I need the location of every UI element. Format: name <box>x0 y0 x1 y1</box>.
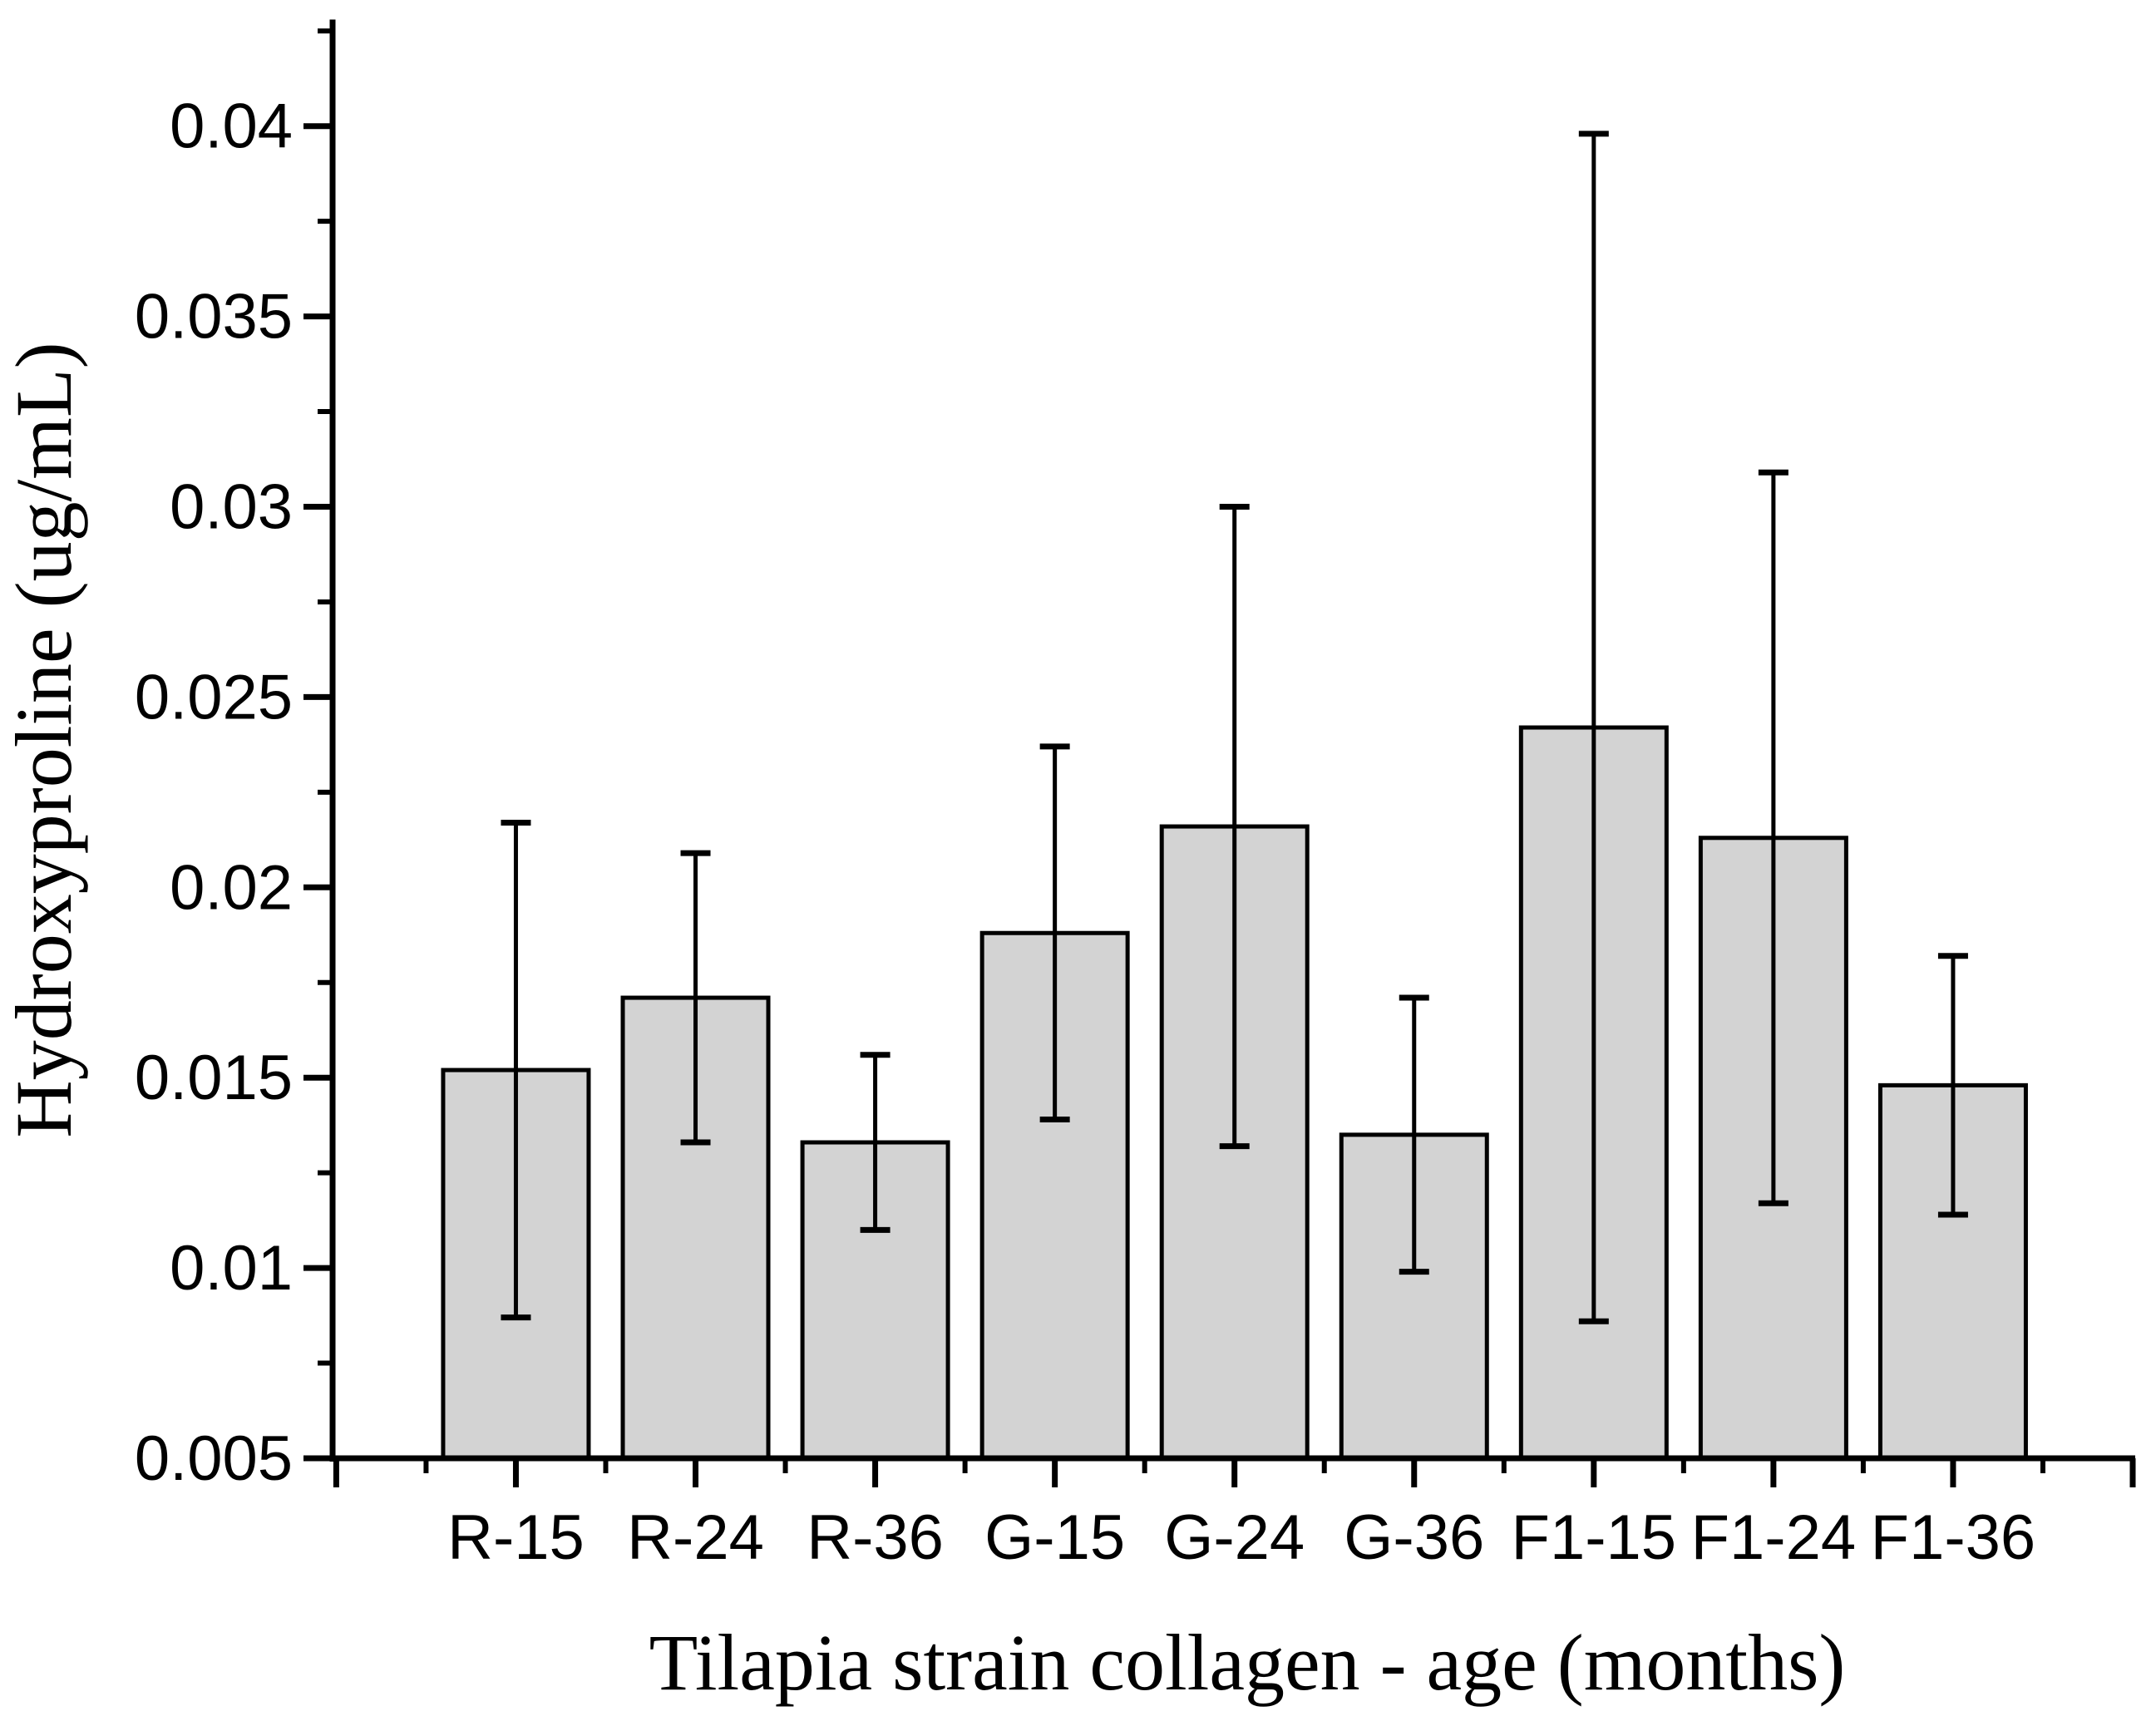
y-tick-label: 0.035 <box>135 282 293 353</box>
bar-G-15 <box>979 930 1130 1461</box>
y-tick-label: 0.02 <box>170 852 293 923</box>
y-tick-label: 0.01 <box>170 1233 293 1304</box>
y-tick-label: 0.025 <box>135 662 293 732</box>
x-axis-title: Tilapia strain collagen - age (months) <box>649 1618 1846 1707</box>
y-axis-title: Hydroxyproline (ug/mL) <box>0 342 88 1137</box>
y-tick-label: 0.015 <box>135 1043 293 1113</box>
x-tick-label-F1-24: F1-24 <box>1691 1502 1857 1573</box>
y-tick-label: 0.005 <box>135 1423 293 1494</box>
axes-group <box>303 19 2136 1487</box>
error-bars-group <box>501 131 1968 1324</box>
tick-labels-group: 0.005 0.01 0.015 0.02 0.025 0.03 0.035 0.04 R-15… <box>135 91 2035 1573</box>
y-tick-label: 0.03 <box>170 472 293 543</box>
x-tick-label-R-36: R-36 <box>807 1502 944 1573</box>
x-tick-label-R-15: R-15 <box>447 1502 585 1573</box>
x-tick-label-G-15: G-15 <box>984 1502 1125 1573</box>
x-tick-label-G-36: G-36 <box>1344 1502 1484 1573</box>
x-tick-label-G-24: G-24 <box>1164 1502 1305 1573</box>
x-tick-label-F1-15: F1-15 <box>1512 1502 1677 1573</box>
y-tick-label: 0.04 <box>170 91 293 162</box>
x-tick-label-F1-36: F1-36 <box>1871 1502 2036 1573</box>
x-tick-label-R-24: R-24 <box>627 1502 764 1573</box>
